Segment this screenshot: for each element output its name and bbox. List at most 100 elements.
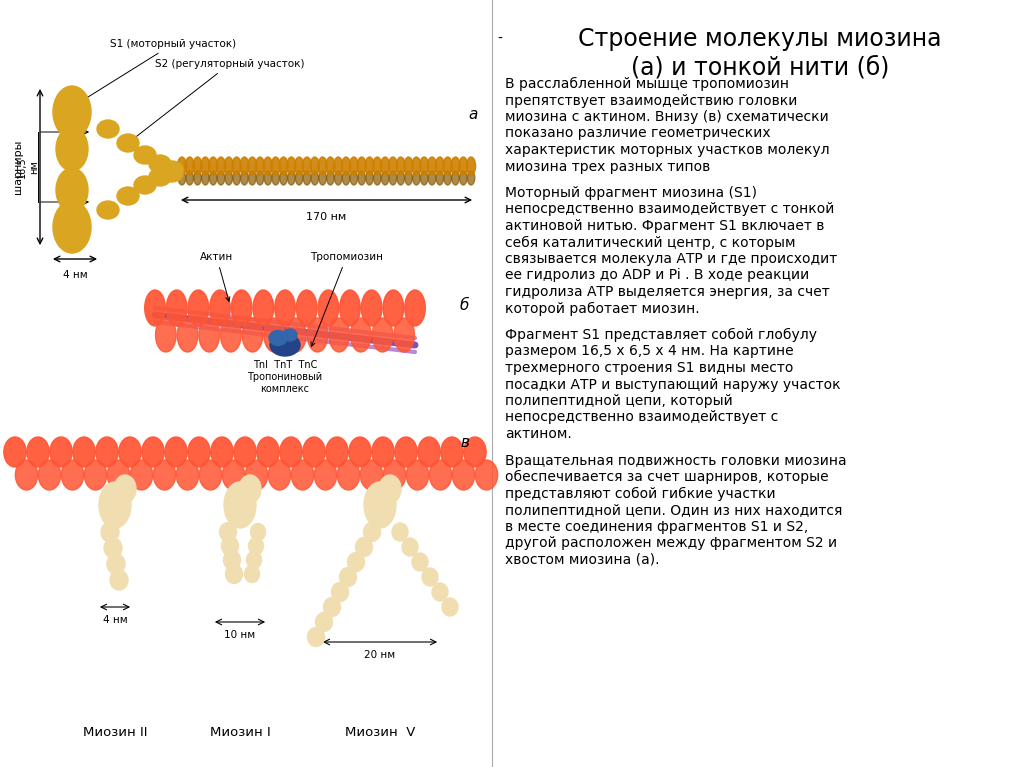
Ellipse shape <box>296 290 317 326</box>
Ellipse shape <box>177 318 198 352</box>
Ellipse shape <box>302 157 311 175</box>
Ellipse shape <box>243 318 263 352</box>
Ellipse shape <box>219 522 237 542</box>
Ellipse shape <box>372 437 394 467</box>
Ellipse shape <box>225 565 243 584</box>
Ellipse shape <box>326 437 348 467</box>
Ellipse shape <box>383 290 403 326</box>
Ellipse shape <box>222 460 245 490</box>
Ellipse shape <box>307 318 328 352</box>
Text: актиновой нитью. Фрагмент S1 включает в: актиновой нитью. Фрагмент S1 включает в <box>505 219 824 233</box>
Text: полипептидной цепи, который: полипептидной цепи, который <box>505 394 733 408</box>
Ellipse shape <box>467 157 475 175</box>
Text: в: в <box>460 435 469 450</box>
Ellipse shape <box>264 318 285 352</box>
Ellipse shape <box>165 437 187 467</box>
Ellipse shape <box>280 171 287 185</box>
Text: Актин: Актин <box>200 252 233 301</box>
Ellipse shape <box>263 157 272 175</box>
Ellipse shape <box>142 437 164 467</box>
Ellipse shape <box>395 437 417 467</box>
Ellipse shape <box>360 460 383 490</box>
Ellipse shape <box>389 171 396 185</box>
Ellipse shape <box>61 460 84 490</box>
Ellipse shape <box>459 157 468 175</box>
Ellipse shape <box>420 157 429 175</box>
Ellipse shape <box>427 157 436 175</box>
Ellipse shape <box>310 157 319 175</box>
Ellipse shape <box>318 157 327 175</box>
Ellipse shape <box>106 554 125 574</box>
Ellipse shape <box>150 168 171 186</box>
Ellipse shape <box>264 171 271 185</box>
Ellipse shape <box>134 146 156 164</box>
Ellipse shape <box>150 155 171 173</box>
Text: полипептидной цепи. Один из них находится: полипептидной цепи. Один из них находитс… <box>505 503 843 517</box>
Ellipse shape <box>270 334 300 356</box>
Text: 10 нм: 10 нм <box>224 630 256 640</box>
Ellipse shape <box>441 437 463 467</box>
Text: которой работает миозин.: которой работает миозин. <box>505 301 699 315</box>
Text: S2 (регуляторный участок): S2 (регуляторный участок) <box>131 59 304 140</box>
Ellipse shape <box>27 437 49 467</box>
Text: актином.: актином. <box>505 427 571 441</box>
Ellipse shape <box>337 460 359 490</box>
Ellipse shape <box>154 460 176 490</box>
Ellipse shape <box>421 171 428 185</box>
Ellipse shape <box>84 460 106 490</box>
Ellipse shape <box>256 171 264 185</box>
Ellipse shape <box>318 171 327 185</box>
Ellipse shape <box>161 164 183 182</box>
Text: Миозин  V: Миозин V <box>345 726 415 739</box>
Ellipse shape <box>460 171 467 185</box>
Text: характеристик моторных участков молекул: характеристик моторных участков молекул <box>505 143 829 157</box>
Ellipse shape <box>50 437 72 467</box>
Ellipse shape <box>211 437 233 467</box>
Ellipse shape <box>350 318 371 352</box>
Ellipse shape <box>257 437 280 467</box>
Ellipse shape <box>396 157 406 175</box>
Ellipse shape <box>210 290 230 326</box>
Ellipse shape <box>335 171 342 185</box>
Ellipse shape <box>326 157 335 175</box>
Ellipse shape <box>271 157 281 175</box>
Text: Вращательная подвижность головки миозина: Вращательная подвижность головки миозина <box>505 453 847 468</box>
Ellipse shape <box>239 475 261 503</box>
Ellipse shape <box>241 171 248 185</box>
Ellipse shape <box>283 329 297 341</box>
Ellipse shape <box>314 460 337 490</box>
Ellipse shape <box>210 171 217 185</box>
Ellipse shape <box>97 201 119 219</box>
Ellipse shape <box>216 157 225 175</box>
Ellipse shape <box>404 157 413 175</box>
Ellipse shape <box>428 171 436 185</box>
Ellipse shape <box>223 551 241 570</box>
Text: непосредственно взаимодействует с: непосредственно взаимодействует с <box>505 410 778 424</box>
Ellipse shape <box>442 598 458 616</box>
Ellipse shape <box>256 157 264 175</box>
Text: размером 16,5 x 6,5 x 4 нм. На картине: размером 16,5 x 6,5 x 4 нм. На картине <box>505 344 794 358</box>
Ellipse shape <box>418 437 440 467</box>
Ellipse shape <box>374 171 381 185</box>
Text: посадки АТР и выступающий наружу участок: посадки АТР и выступающий наружу участок <box>505 377 841 391</box>
Ellipse shape <box>342 171 350 185</box>
Ellipse shape <box>429 460 452 490</box>
Ellipse shape <box>221 536 239 555</box>
Ellipse shape <box>350 171 357 185</box>
Ellipse shape <box>249 538 263 555</box>
Ellipse shape <box>144 290 165 326</box>
Ellipse shape <box>176 460 199 490</box>
Ellipse shape <box>177 157 186 175</box>
Text: гидролиза АТР выделяется энергия, за счет: гидролиза АТР выделяется энергия, за сче… <box>505 285 829 299</box>
Ellipse shape <box>217 171 224 185</box>
Ellipse shape <box>194 171 202 185</box>
Ellipse shape <box>334 157 343 175</box>
Text: комплекс: комплекс <box>260 384 309 394</box>
Ellipse shape <box>97 120 119 138</box>
Ellipse shape <box>232 171 241 185</box>
Ellipse shape <box>253 290 273 326</box>
Text: -: - <box>497 32 502 46</box>
Ellipse shape <box>114 475 136 503</box>
Ellipse shape <box>412 157 421 175</box>
Ellipse shape <box>53 201 91 253</box>
